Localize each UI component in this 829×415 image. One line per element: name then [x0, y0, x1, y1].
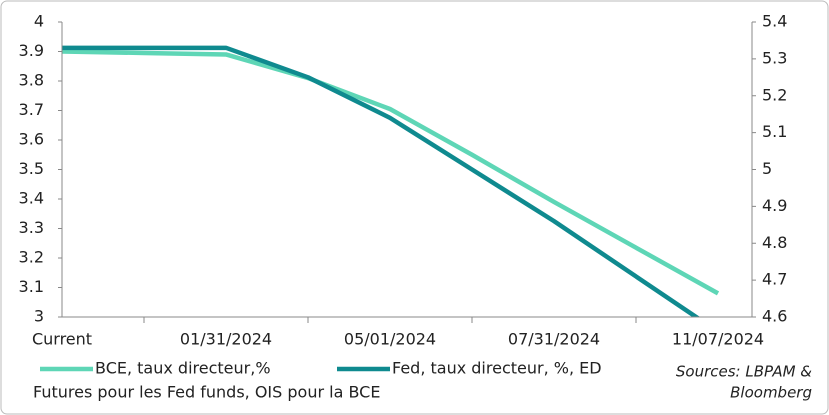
- y2-tick-label: 5.2: [762, 85, 787, 104]
- y-tick-label: 3.8: [19, 71, 44, 90]
- footnote: Futures pour les Fed funds, OIS pour la …: [33, 383, 380, 402]
- y-tick-label: 3.2: [19, 248, 44, 267]
- y-tick-label: 3: [34, 307, 44, 326]
- x-tick-label: 07/31/2024: [508, 330, 600, 349]
- y2-tick-label: 5: [762, 159, 772, 178]
- y2-tick-label: 5.3: [762, 48, 787, 67]
- source: Bloomberg: [730, 384, 812, 402]
- y-tick-label: 3.6: [19, 130, 44, 149]
- y-tick-label: 3.4: [19, 189, 44, 208]
- y2-tick-label: 4.9: [762, 196, 787, 215]
- x-tick-label: Current: [32, 330, 92, 349]
- y2-tick-label: 4.7: [762, 270, 787, 289]
- y2-tick-label: 4.8: [762, 233, 787, 252]
- y-tick-label: 3.3: [19, 218, 44, 237]
- y2-tick-label: 5.4: [762, 12, 787, 31]
- x-tick-label: 11/07/2024: [672, 330, 764, 349]
- series-line: [62, 49, 720, 296]
- y-tick-label: 3.5: [19, 159, 44, 178]
- x-tick-label: 05/01/2024: [344, 330, 436, 349]
- y-tick-label: 4: [34, 12, 44, 31]
- y-tick-label: 3.1: [19, 277, 44, 296]
- y2-tick-label: 5.1: [762, 122, 787, 141]
- series-line: [62, 45, 701, 317]
- legend-label: BCE, taux directeur,%: [95, 359, 271, 378]
- y-tick-label: 3.9: [19, 41, 44, 60]
- y-tick-label: 3.7: [19, 100, 44, 119]
- plot-area: [62, 45, 720, 317]
- x-tick-label: 01/31/2024: [180, 330, 272, 349]
- source: Sources: LBPAM &: [676, 363, 812, 381]
- legend-label: Fed, taux directeur, %, ED: [392, 359, 602, 378]
- y2-tick-label: 4.6: [762, 307, 787, 326]
